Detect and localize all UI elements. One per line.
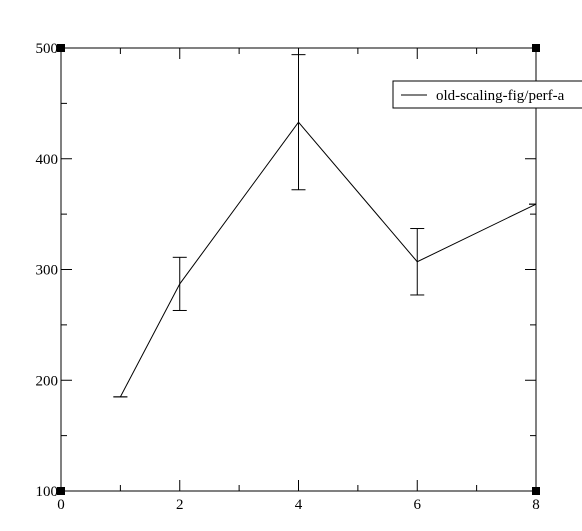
x-axis-tick-labels: 0 2 4 6 8 xyxy=(57,497,540,513)
y-axis-tick-labels: 100 200 300 400 500 xyxy=(36,41,59,500)
corner-handle[interactable] xyxy=(57,487,65,495)
y-tick-label: 300 xyxy=(36,263,59,279)
legend[interactable]: old-scaling-fig/perf-a xyxy=(392,80,582,109)
corner-handle[interactable] xyxy=(57,44,65,52)
x-tick-label: 4 xyxy=(295,497,303,513)
series-layer xyxy=(113,54,537,398)
corner-handles[interactable] xyxy=(57,44,540,495)
legend-label: old-scaling-fig/perf-a xyxy=(436,88,565,104)
x-tick-label: 2 xyxy=(176,497,184,513)
corner-handle[interactable] xyxy=(532,487,540,495)
corner-handle[interactable] xyxy=(532,44,540,52)
y-tick-label: 500 xyxy=(36,41,59,57)
x-tick-label: 8 xyxy=(532,497,540,513)
y-tick-label: 400 xyxy=(36,152,59,168)
y-tick-label: 200 xyxy=(36,373,59,389)
x-tick-label: 0 xyxy=(57,497,65,513)
y-tick-label: 100 xyxy=(36,484,59,500)
series-line xyxy=(119,121,537,398)
x-tick-label: 6 xyxy=(414,497,422,513)
